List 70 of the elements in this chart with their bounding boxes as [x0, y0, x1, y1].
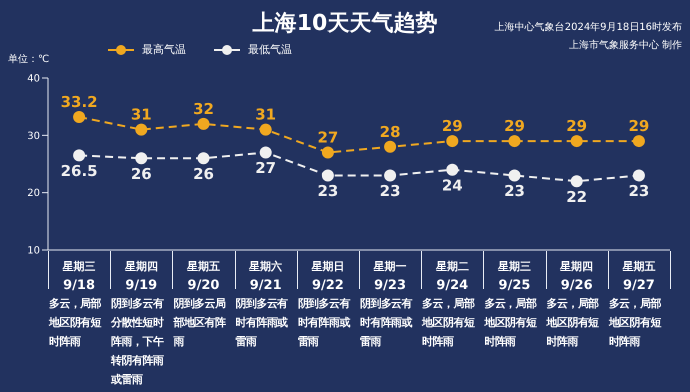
text: 多云，局部地区阴有短时阵雨: [49, 296, 102, 350]
point: [135, 152, 148, 164]
text: 上海中心气象台2024年9月18日16时发布: [494, 20, 682, 34]
x-tick-label: 星期二 9/24: [434, 260, 469, 293]
y-tick-label: 40: [27, 74, 40, 85]
text: 阴到多云有时有阵雨或雷雨: [236, 296, 289, 350]
data-label: 28: [380, 122, 401, 141]
x-tick-label: 星期六 9/21: [248, 260, 282, 293]
data-label: 27: [255, 159, 276, 178]
x-tick-label: 星期三 9/18: [62, 260, 96, 293]
data-label: 33.2: [60, 92, 98, 111]
point: [260, 124, 272, 136]
data-label: 23: [380, 182, 401, 200]
point: [73, 149, 86, 162]
text: 阴到多云有时有阵雨或雷雨: [298, 296, 352, 350]
data-label: 23: [504, 182, 525, 200]
point: [446, 164, 458, 176]
point: [508, 135, 520, 148]
point: [508, 169, 520, 182]
data-label: 26.5: [60, 162, 98, 180]
point: [446, 135, 458, 148]
text: 阴到多云有时有阵雨或雷雨: [360, 296, 414, 350]
x-tick-label: 星期四 9/19: [124, 260, 158, 293]
point: [198, 152, 210, 164]
data-label: 26: [193, 164, 214, 183]
x-tick-label: 星期五 9/20: [186, 260, 220, 293]
legend-label: 最低气温: [248, 42, 292, 57]
point: [73, 110, 86, 123]
legend-label: 最高气温: [142, 42, 186, 57]
text: 多云，局部地区阴有短时阵雨: [422, 296, 476, 350]
point: [198, 118, 210, 130]
text: 多云，局部地区阴有短时阵雨: [484, 296, 538, 350]
x-tick-label: 星期日 9/22: [310, 260, 344, 293]
data-label: 29: [566, 117, 588, 136]
data-label: 29: [628, 117, 650, 136]
data-label: 32: [193, 100, 214, 118]
data-label: 23: [628, 182, 650, 200]
point: [632, 135, 645, 148]
text: 阴到多云局部地区有阵雨: [173, 296, 227, 350]
point: [322, 169, 334, 182]
y-tick-label: 10: [27, 246, 40, 257]
data-label: 27: [317, 128, 338, 147]
x-tick-label: 星期四 9/26: [559, 260, 594, 293]
point: [260, 146, 272, 159]
x-tick-label: 星期一 9/23: [372, 260, 407, 293]
data-label: 22: [566, 188, 588, 206]
text: 多云，局部地区阴有短时阵雨: [546, 296, 600, 350]
data-label: 26: [130, 164, 152, 183]
text: 多云，局部地区阴有短时阵雨: [608, 296, 662, 350]
point: [570, 135, 583, 148]
text: 上海市气象服务中心 制作: [568, 38, 682, 52]
data-label: 29: [442, 117, 463, 136]
point: [570, 175, 583, 188]
y-tick-label: 30: [27, 130, 40, 142]
x-tick-label: 星期五 9/27: [621, 260, 656, 293]
point: [384, 169, 396, 182]
chart-title: 上海10天天气趋势: [252, 11, 438, 36]
y-axis-title: 单位：℃: [8, 52, 50, 66]
x-tick-label: 星期三 9/25: [497, 260, 531, 293]
point: [322, 146, 334, 159]
point: [632, 169, 645, 182]
data-label: 31: [130, 106, 152, 124]
y-tick-label: 20: [27, 188, 40, 200]
data-label: 24: [442, 176, 463, 194]
data-label: 31: [255, 106, 276, 124]
data-label: 29: [504, 117, 525, 136]
point: [384, 140, 396, 153]
data-label: 23: [317, 182, 338, 200]
point: [135, 124, 148, 136]
text: 阴到多云有分散性短时阵雨，下午转阴有阵雨或雷雨: [111, 296, 165, 388]
